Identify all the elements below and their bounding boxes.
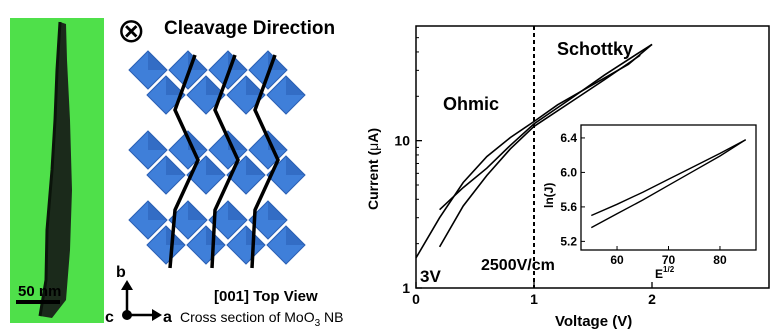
cross-section-subscript: 3 (315, 318, 321, 329)
scale-bar-label: 50 nm (18, 283, 61, 300)
inset-x-axis-label: E1/2 (655, 265, 675, 281)
octahedron (128, 130, 168, 170)
inset-tick-group: 60 70 80 5.2 5.6 6.0 6.4 (560, 131, 727, 267)
inset-y-axis-label: ln(J) (542, 183, 556, 208)
iv-plot-frame (415, 25, 770, 289)
cross-section-suffix: NB (320, 309, 343, 325)
cleavage-line-1 (168, 54, 200, 269)
scale-bar (16, 300, 60, 304)
cleavage-direction-label: Cleavage Direction (164, 18, 335, 39)
axis-a-label: a (163, 309, 172, 326)
iv-y-label-suffix: A) (365, 128, 381, 143)
annotation-field: 2500V/cm (481, 257, 555, 274)
octahedron (266, 225, 306, 265)
inset-x-tick-label: 80 (713, 253, 727, 267)
axis-c-dot (122, 310, 132, 320)
annotation-ohmic: Ohmic (443, 94, 499, 114)
octahedron (226, 225, 266, 265)
cleavage-line-2 (210, 54, 240, 269)
octahedron (146, 155, 186, 195)
crystal-axes-indicator: b c a (105, 264, 172, 326)
iv-series-line (415, 43, 653, 259)
view-label: [001] Top View (214, 288, 318, 305)
iv-series-group (415, 43, 653, 259)
inset-x-tick-label: 70 (662, 253, 676, 267)
annotation-voltage: 3V (420, 267, 441, 286)
inset-y-tick-label: 6.4 (560, 131, 577, 145)
axis-b-arrowhead (121, 280, 133, 290)
inset-series-group (590, 139, 747, 229)
iv-y-tick-label: 10 (394, 133, 410, 149)
cleavage-line-3 (250, 54, 280, 269)
octahedron (266, 75, 306, 115)
iv-x-tick-label: 1 (530, 291, 538, 307)
inset-x-label-sup: 1/2 (663, 265, 675, 274)
inset-x-label-base: E (655, 267, 663, 281)
iv-y-label-prefix: Current ( (365, 151, 381, 210)
inset-y-tick-label: 5.2 (560, 234, 577, 248)
iv-x-tick-label: 0 (412, 291, 420, 307)
iv-y-tick-label: 1 (402, 280, 410, 296)
inset-series-line (590, 139, 747, 229)
inset-y-tick-label: 5.6 (560, 200, 577, 214)
cleavage-direction-icon: ⊗ (117, 12, 146, 50)
octahedron (128, 50, 168, 90)
inset-y-tick-label: 6.0 (560, 165, 577, 179)
axis-b-label: b (116, 264, 126, 281)
inset-chart: 60 70 80 5.2 5.6 6.0 6.4 ln(J) E1/2 (542, 124, 757, 281)
iv-series-line (438, 54, 641, 248)
octahedron (168, 200, 208, 240)
cross-section-prefix: Cross section of MoO (180, 309, 315, 325)
iv-x-axis-label: Voltage (V) (555, 313, 632, 330)
octahedron (208, 200, 248, 240)
octahedron (186, 225, 226, 265)
inset-series-line (591, 139, 747, 217)
iv-y-axis-label: Current (μA) (365, 128, 381, 210)
iv-x-tick-label: 2 (648, 291, 656, 307)
annotation-schottky: Schottky (557, 39, 633, 59)
cross-section-label: Cross section of MoO3 NB (180, 309, 344, 329)
nanobelt-edge (38, 21, 62, 317)
panel-b-structure: ⊗ Cleavage Direction b c a [001] Top Vie… (105, 12, 344, 329)
inset-x-tick-label: 60 (610, 253, 624, 267)
iv-series-line (439, 43, 653, 211)
axis-a-arrowhead (152, 309, 162, 321)
axis-c-label: c (105, 309, 114, 326)
octahedron (128, 200, 168, 240)
inset-frame (580, 124, 757, 251)
iv-y-label-mu: μ (365, 143, 381, 151)
panel-a-micrograph: 50 nm (10, 18, 104, 323)
